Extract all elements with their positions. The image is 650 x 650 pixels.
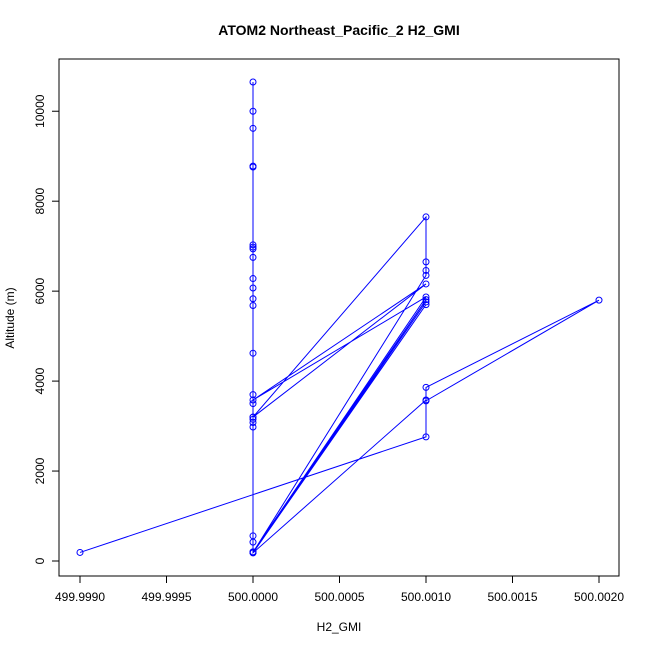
y-tick-label: 8000	[33, 188, 47, 215]
y-tick-label: 4000	[33, 367, 47, 394]
data-point	[422, 397, 430, 405]
x-axis-label: H2_GMI	[317, 620, 362, 634]
x-tick-label: 500.0010	[401, 590, 451, 604]
data-point	[249, 423, 257, 431]
data-point	[249, 78, 257, 86]
y-tick-label: 2000	[33, 457, 47, 484]
data-point	[422, 296, 430, 304]
series-line	[79, 82, 600, 555]
data-point	[249, 275, 257, 283]
y-tick-label: 10000	[33, 94, 47, 128]
y-axis: 0 2000 4000 6000 8000 10000	[33, 94, 60, 564]
data-point	[422, 266, 430, 274]
data-point	[249, 124, 257, 132]
data-point	[595, 296, 603, 304]
data-point	[76, 548, 84, 556]
data-point	[249, 302, 257, 310]
data-point	[422, 271, 430, 279]
data-point	[249, 413, 257, 421]
data-point	[422, 433, 430, 441]
data-point	[422, 298, 430, 306]
data-point	[249, 396, 257, 404]
y-tick-label: 0	[33, 557, 47, 564]
x-axis: 499.9990 499.9995 500.0000 500.0005 500.0010…	[55, 575, 624, 604]
x-tick-label: 500.0015	[487, 590, 537, 604]
data-point	[422, 280, 430, 288]
data-point	[422, 293, 430, 301]
x-tick-label: 499.9995	[141, 590, 191, 604]
data-point	[249, 284, 257, 292]
data-point	[249, 295, 257, 303]
data-point	[249, 391, 257, 399]
data-point	[422, 301, 430, 309]
y-axis-label: Altitude (m)	[3, 287, 17, 348]
data-point	[249, 163, 257, 171]
data-point	[249, 549, 257, 557]
x-tick-label: 499.9990	[55, 590, 105, 604]
y-tick-label: 6000	[33, 277, 47, 304]
data-point	[422, 258, 430, 266]
series-layer	[76, 78, 603, 557]
chart-title: ATOM2 Northeast_Pacific_2 H2_GMI	[218, 22, 459, 38]
data-point	[422, 213, 430, 221]
x-tick-label: 500.0005	[314, 590, 364, 604]
data-point	[249, 418, 257, 426]
data-point	[249, 400, 257, 408]
data-point	[249, 415, 257, 423]
data-point	[249, 245, 257, 253]
x-tick-label: 500.0020	[574, 590, 624, 604]
data-point	[249, 253, 257, 261]
data-point	[249, 349, 257, 357]
data-point	[249, 538, 257, 546]
x-tick-label: 500.0000	[228, 590, 278, 604]
data-point	[249, 107, 257, 115]
data-point	[422, 383, 430, 391]
data-point	[249, 241, 257, 249]
